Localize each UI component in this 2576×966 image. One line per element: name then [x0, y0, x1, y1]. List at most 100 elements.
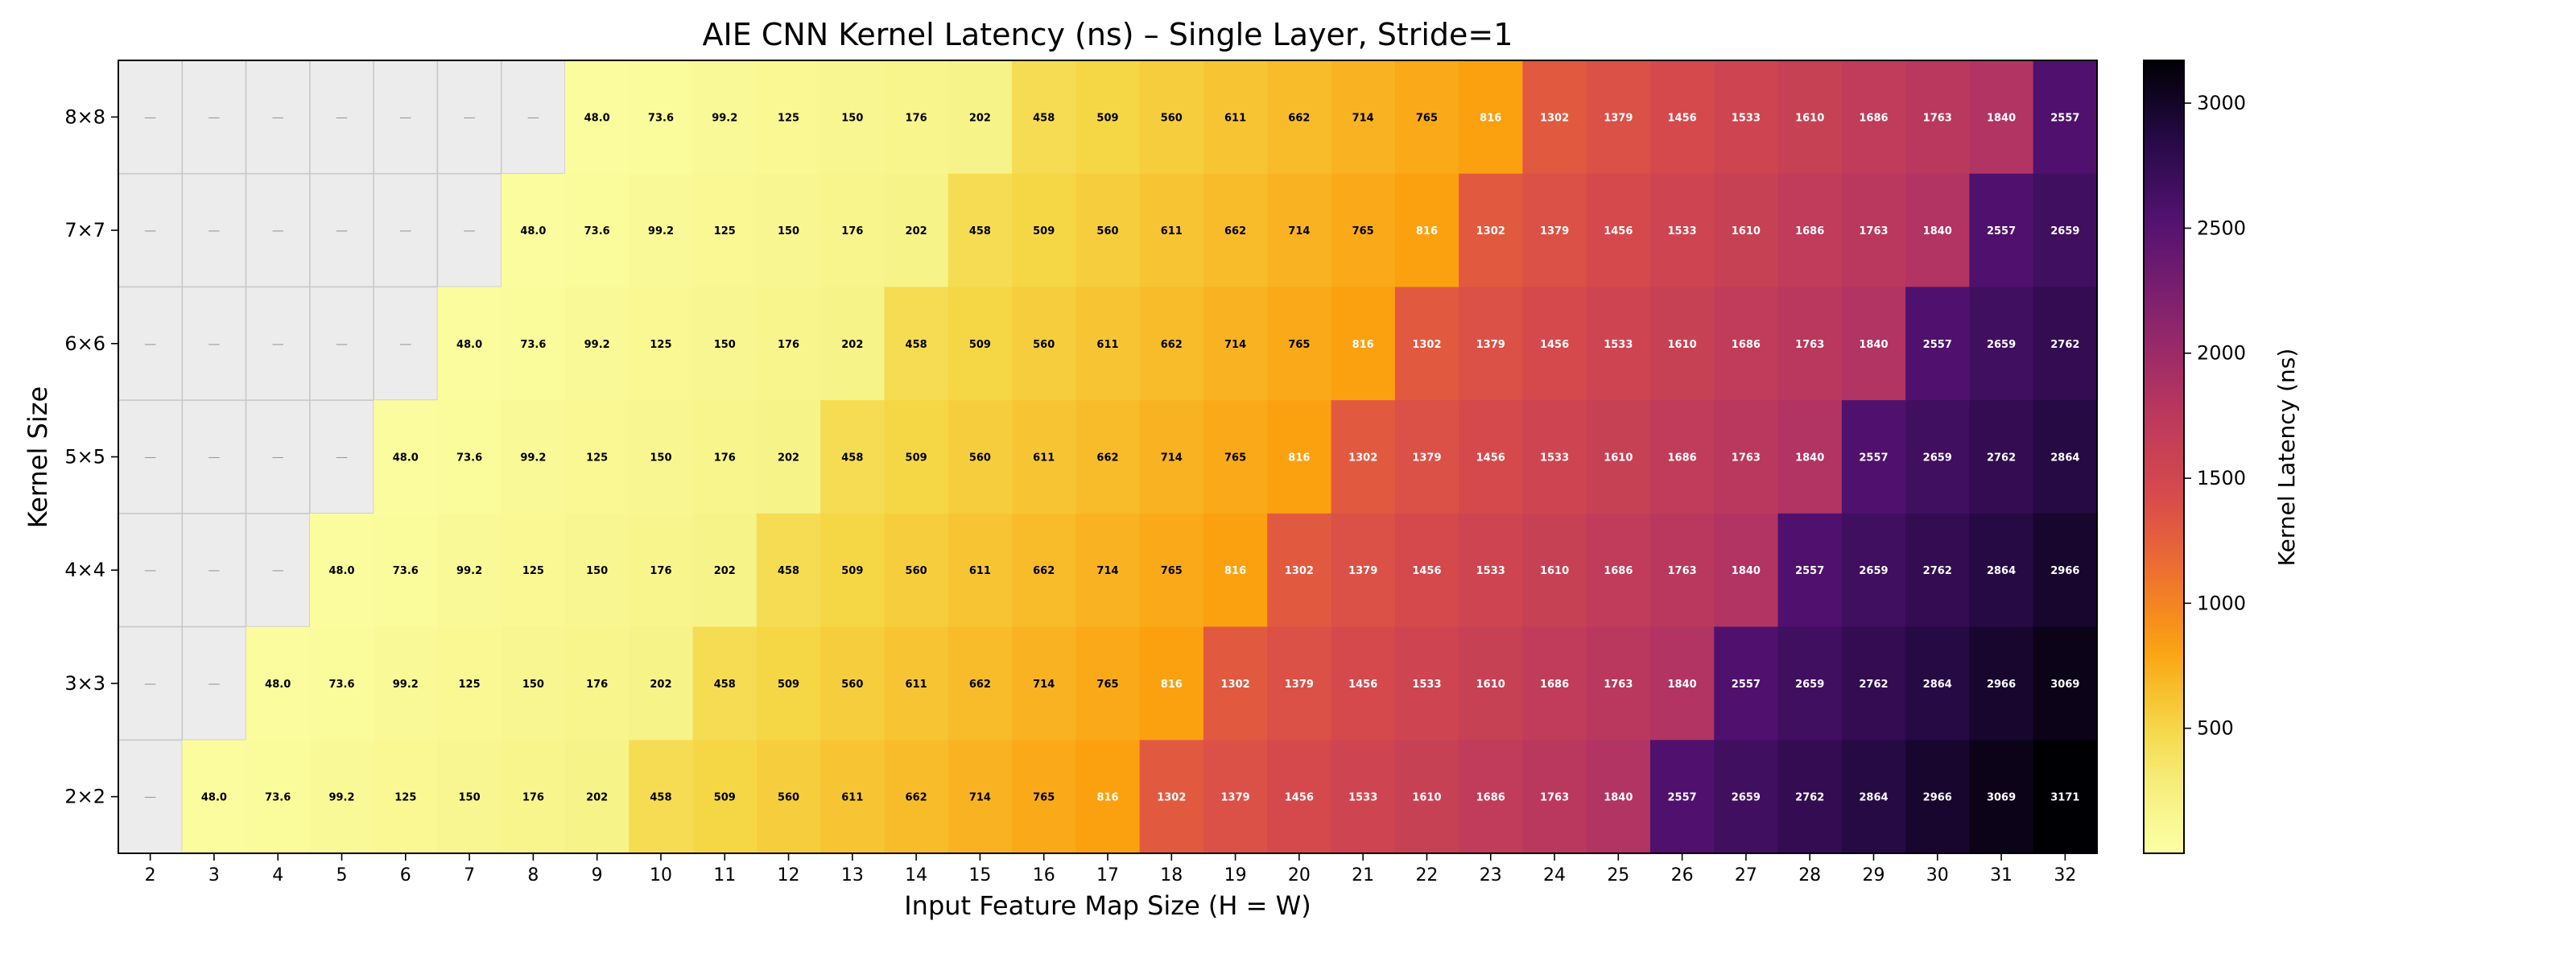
colorbar-tick-label: 2500 — [2197, 217, 2246, 239]
heatmap-cell — [756, 626, 821, 741]
cell-value-label: 1686 — [1540, 679, 1569, 691]
heatmap-cell — [1841, 513, 1906, 628]
heatmap-cell — [1777, 173, 1843, 288]
heatmap-cell — [1267, 740, 1332, 854]
heatmap-cell — [629, 626, 694, 741]
heatmap-cell — [374, 740, 439, 854]
cell-value-label: — — [208, 336, 220, 351]
y-tick-label: 8×8 — [64, 105, 105, 128]
heatmap-cell — [309, 513, 374, 628]
heatmap-cell — [1267, 287, 1332, 401]
x-tick-label: 16 — [1033, 865, 1055, 886]
heatmap-cell-missing — [118, 399, 184, 514]
heatmap-cell — [1331, 287, 1396, 401]
cell-value-label: 662 — [1288, 112, 1310, 124]
heatmap-cell — [1139, 513, 1204, 628]
heatmap-cell — [565, 60, 630, 175]
heatmap-cell — [1714, 60, 1779, 175]
heatmap-cell — [1203, 287, 1268, 401]
cell-value-label: 509 — [714, 792, 736, 804]
y-tick-label: 7×7 — [64, 219, 105, 242]
heatmap-cell — [437, 740, 502, 854]
cell-value-label: 1456 — [1348, 679, 1377, 691]
heatmap-cell — [1075, 287, 1141, 401]
cell-value-label: 1533 — [1476, 565, 1505, 577]
heatmap-cell — [1394, 513, 1459, 628]
x-tick-label: 23 — [1480, 865, 1502, 886]
cell-value-label: 73.6 — [584, 225, 610, 237]
cell-value-label: — — [144, 790, 156, 804]
heatmap-cell — [692, 740, 758, 854]
cell-value-label: 150 — [522, 679, 544, 691]
heatmap-cell — [629, 173, 694, 288]
heatmap-cell — [1459, 60, 1523, 175]
heatmap-cell — [565, 740, 630, 854]
cell-value-label: 1610 — [1540, 565, 1569, 577]
heatmap-cell — [1969, 400, 2034, 514]
colorbar-tick-label: 500 — [2197, 717, 2234, 740]
x-tick-label: 20 — [1288, 865, 1311, 886]
heatmap-cell — [1586, 287, 1651, 401]
heatmap-cell — [1586, 513, 1651, 628]
colorbar-ticks: 500 1000 1500 2000 2500 3000 — [2184, 92, 2246, 740]
cell-value-label: 1763 — [1604, 679, 1633, 691]
cell-value-label: 1533 — [1412, 679, 1441, 691]
heatmap-cell — [437, 513, 502, 628]
cell-value-label: 48.0 — [393, 452, 419, 464]
heatmap-cell — [565, 173, 630, 288]
cell-value-label: 611 — [1033, 452, 1055, 464]
y-tick-label: 2×2 — [64, 786, 105, 808]
cell-value-label: 458 — [1033, 112, 1055, 124]
y-tick-label: 5×5 — [64, 446, 105, 469]
cell-value-label: 560 — [969, 452, 991, 464]
cell-value-label: 2966 — [1987, 679, 2016, 691]
heatmap-cell — [1649, 287, 1715, 401]
heatmap-cells — [118, 60, 2098, 854]
heatmap-cell — [2033, 740, 2098, 854]
x-tick-label: 14 — [905, 865, 927, 886]
cell-value-label: 2557 — [1923, 339, 1952, 351]
cell-value-label: 2659 — [1732, 792, 1761, 804]
cell-value-label: 1763 — [1668, 565, 1697, 577]
heatmap-cell — [692, 513, 758, 628]
cell-value-label: 458 — [841, 452, 863, 464]
heatmap-cell — [1649, 400, 1715, 514]
heatmap-cell — [884, 173, 949, 288]
heatmap-cell — [1522, 400, 1587, 514]
cell-value-label: 150 — [459, 792, 481, 804]
cell-value-label: — — [208, 223, 220, 237]
cell-value-label: — — [336, 223, 348, 237]
heatmap-cell — [1075, 626, 1141, 741]
x-axis-ticks: 2 3 4 5 6 7 8 9 10 11 12 13 14 15 16 17 18 19 20 21 22 23 24 25… — [145, 853, 2076, 886]
cell-value-label: 48.0 — [201, 792, 227, 804]
heatmap-cell — [437, 626, 502, 741]
heatmap-cell-missing — [118, 60, 184, 175]
cell-value-label: 125 — [522, 565, 544, 577]
heatmap-cell — [1522, 513, 1587, 628]
heatmap-cell — [1331, 626, 1396, 741]
x-tick-label: 26 — [1671, 865, 1694, 886]
heatmap-cell-missing — [373, 172, 439, 288]
heatmap-cell — [947, 400, 1013, 514]
heatmap-cell — [1331, 740, 1396, 854]
cell-value-label: 3069 — [2050, 679, 2079, 691]
x-tick-label: 9 — [592, 865, 603, 886]
heatmap-cell — [437, 287, 502, 401]
heatmap-cell — [1203, 626, 1268, 741]
heatmap-cell — [246, 626, 311, 741]
cell-value-label: 73.6 — [328, 679, 354, 691]
colorbar-tick-label: 1000 — [2197, 592, 2246, 614]
cell-value-label: — — [336, 336, 348, 351]
cell-value-label: 458 — [650, 792, 671, 804]
x-tick-label: 27 — [1735, 865, 1757, 886]
heatmap-cell — [756, 513, 821, 628]
heatmap-cell — [1969, 60, 2034, 175]
cell-value-label: 611 — [1224, 112, 1246, 124]
cell-value-label: — — [272, 450, 284, 464]
cell-value-label: 509 — [841, 565, 863, 577]
cell-value-label: 611 — [1096, 339, 1118, 351]
colorbar-tick-label: 1500 — [2197, 467, 2246, 489]
cell-value-label: 2762 — [1987, 452, 2016, 464]
heatmap-cell — [1459, 287, 1523, 401]
